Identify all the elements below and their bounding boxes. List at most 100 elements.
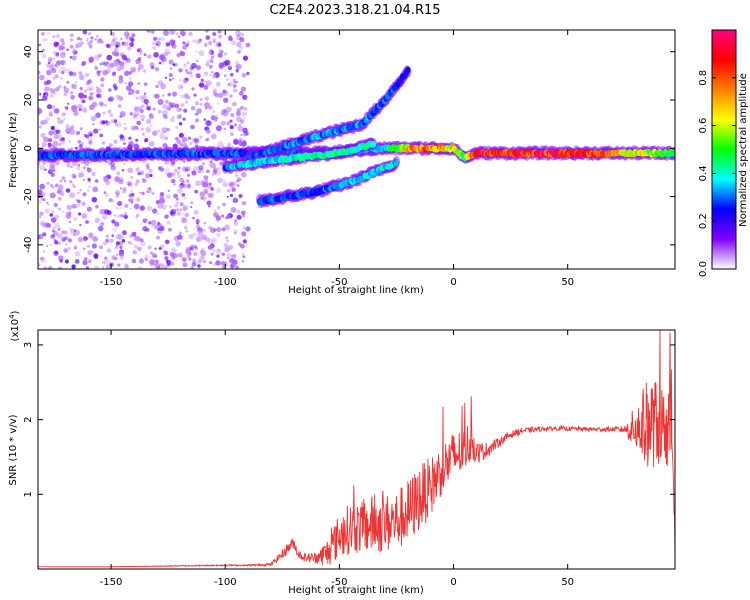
noise-speckle [182,262,188,268]
noise-speckle [208,41,213,46]
noise-speckle [217,43,222,47]
spectrogram-x-tick-label: -50 [331,277,347,288]
noise-speckle [135,58,141,65]
noise-speckle [91,91,95,95]
noise-speckle [38,92,41,96]
noise-speckle [245,42,251,48]
noise-speckle [72,72,77,77]
noise-speckle [148,114,154,120]
noise-speckle [185,166,191,172]
noise-speckle [86,81,91,86]
noise-speckle [82,260,88,266]
noise-speckle [71,204,76,209]
noise-speckle [87,177,91,182]
noise-speckle [160,83,167,90]
noise-speckle [222,64,226,68]
noise-speckle [41,222,47,228]
noise-speckle [44,80,47,84]
noise-speckle [110,199,114,203]
noise-speckle [99,133,104,138]
noise-speckle [58,143,61,146]
noise-speckle [123,214,128,219]
noise-speckle [53,92,57,96]
noise-speckle [194,246,198,250]
noise-speckle [92,186,99,193]
noise-speckle [242,255,246,259]
noise-speckle [174,203,179,208]
noise-speckle [69,227,73,231]
noise-speckle [65,211,68,214]
noise-speckle [42,198,46,202]
noise-speckle [190,106,196,111]
noise-speckle [104,256,108,260]
snr-x-tick-label: 50 [561,577,574,588]
noise-speckle [195,236,202,242]
noise-speckle [183,79,188,84]
noise-speckle [141,128,144,131]
noise-speckle [138,63,144,70]
noise-speckle [77,199,81,204]
noise-speckle [64,259,69,264]
noise-speckle [204,80,207,83]
noise-speckle [72,49,78,55]
noise-speckle [205,35,211,40]
noise-speckle [230,73,234,77]
noise-speckle [204,191,208,194]
noise-speckle [72,104,78,110]
noise-speckle [233,221,239,226]
noise-speckle [136,48,141,53]
noise-speckle [113,214,117,217]
noise-speckle [144,138,149,143]
noise-speckle [159,197,165,204]
noise-speckle [175,125,179,129]
noise-speckle [185,101,188,104]
noise-speckle [170,41,175,47]
noise-speckle [176,107,181,112]
noise-speckle [145,173,151,179]
noise-speckle [204,188,208,193]
noise-speckle [105,43,110,48]
noise-speckle [92,123,95,126]
noise-speckle [200,250,203,253]
noise-speckle [51,229,55,233]
noise-speckle [235,68,239,72]
noise-speckle [201,247,205,251]
noise-speckle [196,113,199,115]
noise-speckle [209,74,212,77]
noise-speckle [195,73,201,79]
noise-speckle [146,260,148,263]
noise-speckle [167,128,171,132]
noise-speckle [109,113,114,117]
noise-speckle [69,44,74,49]
noise-speckle [51,67,57,74]
noise-speckle [40,132,46,138]
noise-speckle [74,251,81,257]
noise-speckle [76,36,81,41]
noise-speckle [95,112,101,118]
noise-speckle [39,164,46,171]
noise-speckle [95,93,101,98]
noise-speckle [217,102,220,105]
noise-speckle [73,245,78,249]
noise-speckle [161,57,166,61]
noise-speckle [99,62,103,66]
noise-speckle [83,133,87,138]
noise-speckle [44,208,50,214]
noise-speckle [229,94,233,98]
noise-speckle [139,105,143,110]
noise-speckle [199,102,203,106]
noise-speckle [109,161,115,167]
noise-speckle [71,55,77,61]
noise-speckle [202,228,206,233]
noise-speckle [65,106,69,110]
noise-speckle [225,239,229,243]
noise-speckle [62,112,66,117]
noise-speckle [231,187,236,192]
noise-speckle [154,263,161,269]
noise-speckle [215,117,218,120]
noise-speckle [88,96,92,100]
noise-speckle [240,38,245,43]
noise-speckle [88,95,94,101]
noise-speckle [61,230,65,235]
